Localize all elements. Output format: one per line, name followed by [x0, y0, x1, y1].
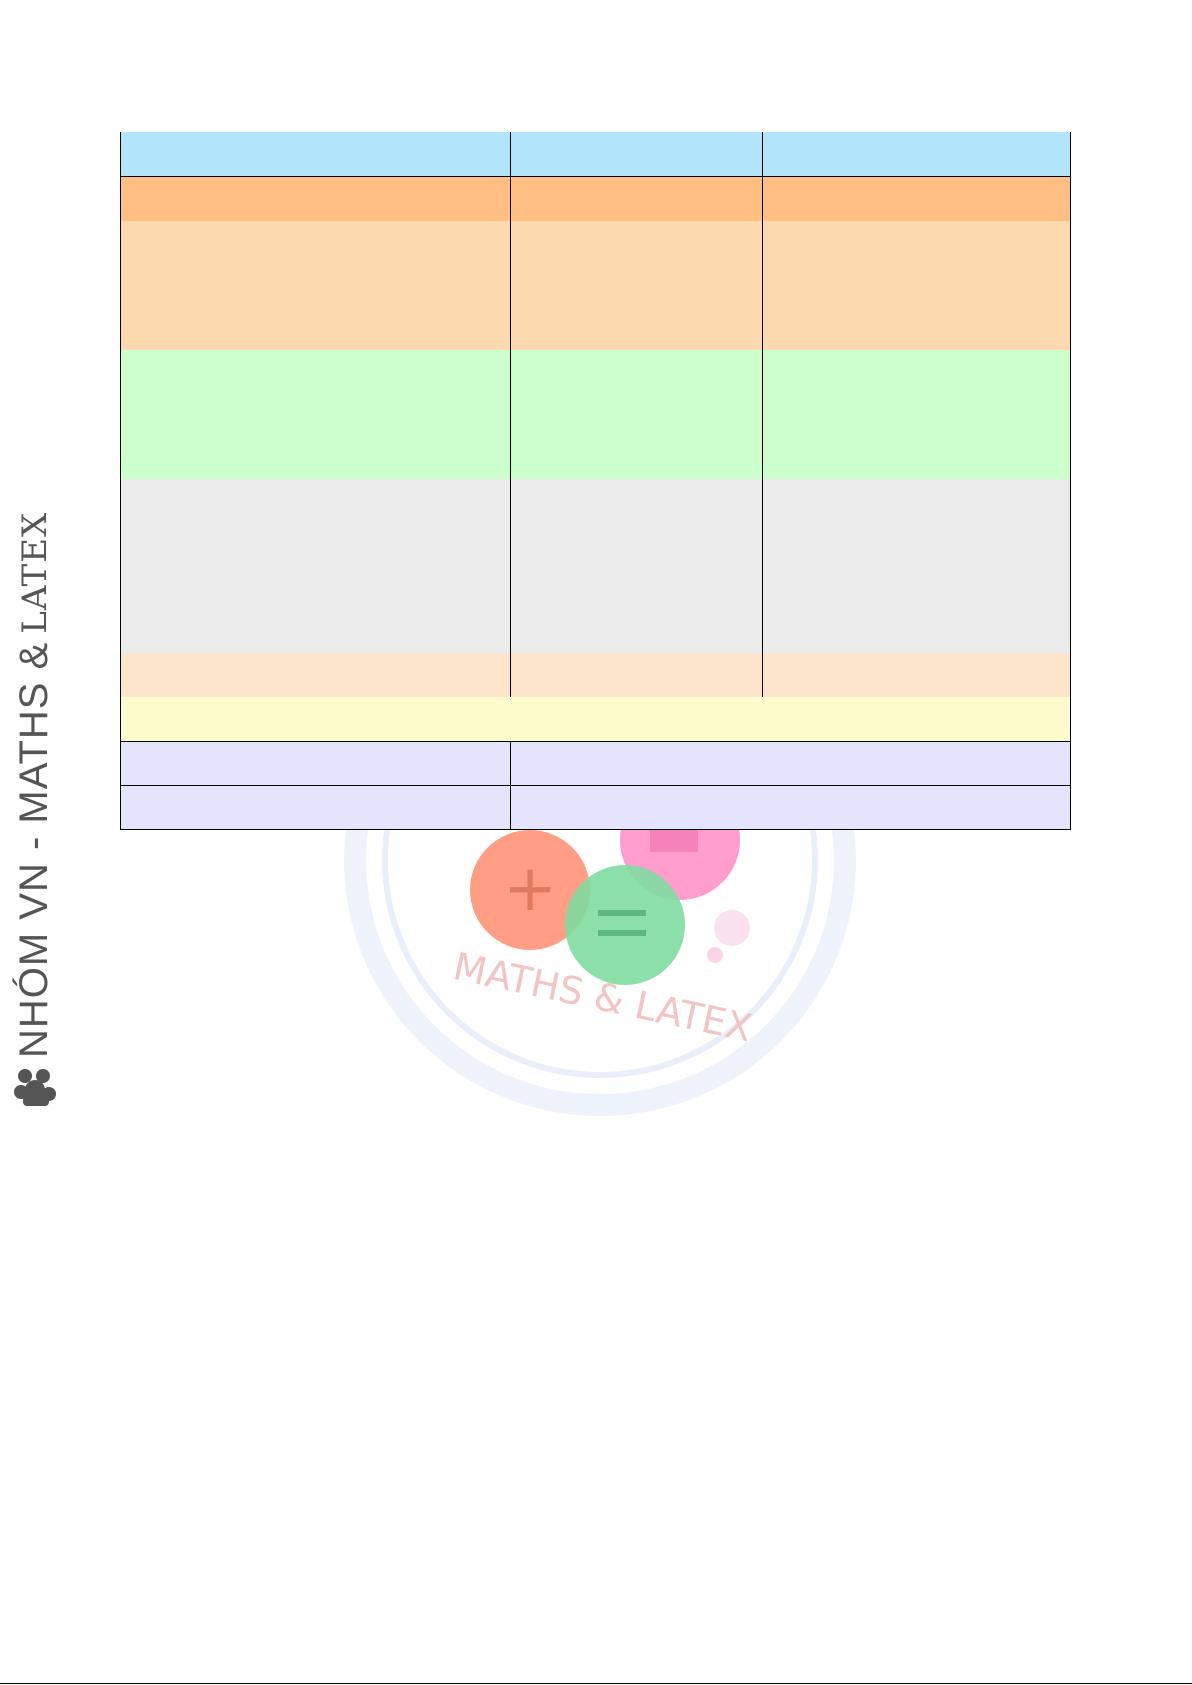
- table-cell: [510, 785, 1071, 830]
- table-row: [120, 350, 1071, 479]
- table-cell: [120, 221, 511, 350]
- table-cell: [510, 221, 763, 350]
- table-row: [120, 132, 1071, 177]
- svg-text:+: +: [503, 852, 557, 926]
- table-row: [120, 653, 1071, 697]
- table-cell: [120, 785, 511, 830]
- table-cell: [762, 653, 1071, 697]
- table-cell: [120, 350, 511, 479]
- table-row: [120, 785, 1071, 830]
- table-cell: [510, 350, 763, 479]
- table-cell: [762, 221, 1071, 350]
- table-cell: [120, 697, 1071, 742]
- table-cell: [762, 132, 1071, 177]
- table-cell: [510, 741, 1071, 786]
- table-cell: [120, 132, 511, 177]
- latex-logo: LATEX: [14, 511, 55, 634]
- content-table: [120, 132, 1071, 830]
- table-cell: [762, 176, 1071, 221]
- table-cell: [510, 176, 763, 221]
- table-cell: [762, 350, 1071, 479]
- table-row: [120, 176, 1071, 221]
- table-cell: [510, 479, 763, 653]
- table-cell: [510, 132, 763, 177]
- table-cell: [762, 479, 1071, 653]
- table-row: [120, 741, 1071, 786]
- page-bottom-rule: [0, 1683, 1192, 1684]
- table-cell: [120, 741, 511, 786]
- side-brand: NHÓM VN - MATHS & LATEX: [12, 512, 57, 1110]
- table-row: [120, 479, 1071, 653]
- table-cell: [120, 176, 511, 221]
- table-row: [120, 221, 1071, 350]
- table-cell: [510, 653, 763, 697]
- table-row: [120, 697, 1071, 742]
- brand-text: NHÓM VN - MATHS &: [12, 641, 56, 1058]
- table-cell: [120, 479, 511, 653]
- table-cell: [120, 653, 511, 697]
- group-icon: [13, 1069, 56, 1106]
